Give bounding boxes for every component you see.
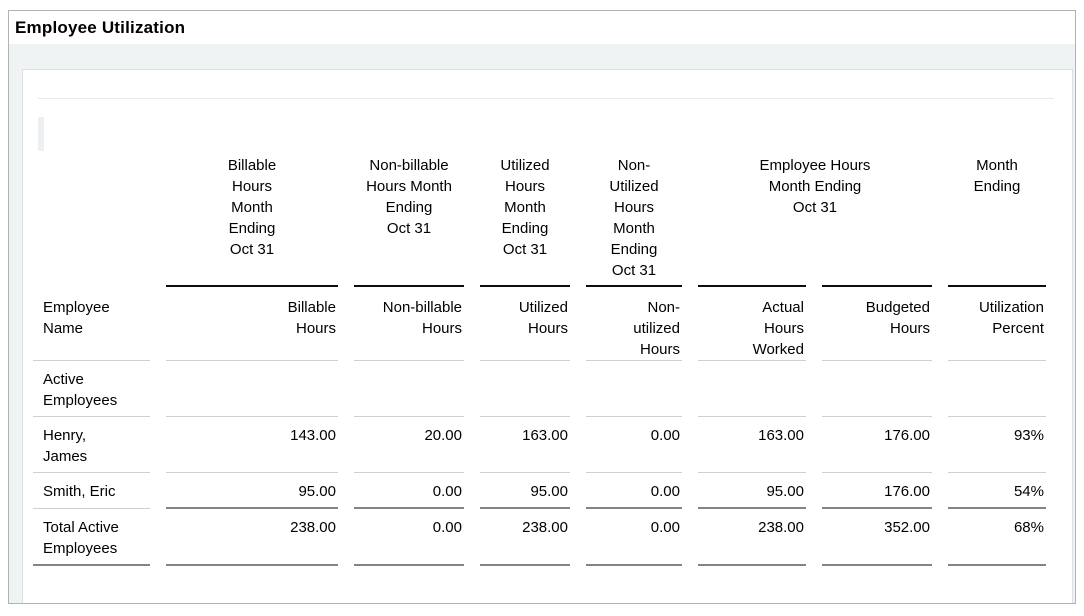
- group-header-billable: Billable Hours Month Ending Oct 31: [227, 157, 277, 258]
- cell-utilized: 95.00: [480, 473, 570, 509]
- cell-employee-name: Smith, Eric: [33, 473, 150, 509]
- cell-actual-hours: 238.00: [698, 509, 806, 566]
- cell-actual-hours: 163.00: [698, 417, 806, 473]
- cell-non-billable: 0.00: [354, 473, 464, 509]
- rule-utilized: [480, 285, 570, 287]
- cell-billable: [166, 361, 338, 417]
- rule-billable: [166, 285, 338, 287]
- cell-non-billable: [354, 361, 464, 417]
- cell-utilization-percent: 93%: [948, 417, 1046, 473]
- column-header-utilized-hours: Utilized Hours: [480, 287, 570, 361]
- rule-non-billable: [354, 285, 464, 287]
- cell-actual-hours: 95.00: [698, 473, 806, 509]
- row-total-active-employees: Total Active Employees 238.00 0.00 238.0…: [33, 509, 1046, 566]
- column-header-non-utilized-hours: Non- utilized Hours: [586, 287, 682, 361]
- title-bar: Employee Utilization: [9, 11, 1075, 44]
- report-panel: Billable Hours Month Ending Oct 31 Non-b…: [22, 69, 1073, 603]
- rule-actual-hours: [698, 285, 806, 287]
- cell-budgeted-hours: 176.00: [822, 417, 932, 473]
- cell-actual-hours: [698, 361, 806, 417]
- group-header-non-utilized: Non- Utilized Hours Month Ending Oct 31: [609, 157, 659, 279]
- cell-utilization-percent: 54%: [948, 473, 1046, 509]
- cell-utilized: [480, 361, 570, 417]
- group-header-row: Billable Hours Month Ending Oct 31 Non-b…: [33, 155, 1046, 285]
- row-smith-eric: Smith, Eric 95.00 0.00 95.00 0.00 95.00 …: [33, 473, 1046, 509]
- cell-non-billable: 20.00: [354, 417, 464, 473]
- cell-budgeted-hours: 352.00: [822, 509, 932, 566]
- cell-group-label: Active Employees: [33, 361, 150, 417]
- group-header-rule-row: [33, 285, 1046, 287]
- content-area: Billable Hours Month Ending Oct 31 Non-b…: [9, 44, 1075, 603]
- pane-collapse-handle[interactable]: [38, 117, 44, 151]
- group-header-non-billable: Non-billable Hours Month Ending Oct 31: [366, 157, 452, 237]
- column-header-budgeted-hours: Budgeted Hours: [822, 287, 932, 361]
- rule-budgeted-hours: [822, 285, 932, 287]
- page-title: Employee Utilization: [15, 18, 186, 37]
- cell-utilization-percent: [948, 361, 1046, 417]
- column-header-non-billable-hours: Non-billable Hours: [354, 287, 464, 361]
- column-header-utilization-percent: Utilization Percent: [948, 287, 1046, 361]
- utilization-table: Billable Hours Month Ending Oct 31 Non-b…: [17, 155, 1062, 566]
- cell-utilization-percent: 68%: [948, 509, 1046, 566]
- rule-utilization: [948, 285, 1046, 287]
- cell-non-utilized: 0.00: [586, 509, 682, 566]
- cell-non-billable: 0.00: [354, 509, 464, 566]
- cell-non-utilized: 0.00: [586, 473, 682, 509]
- cell-billable: 95.00: [166, 473, 338, 509]
- cell-budgeted-hours: 176.00: [822, 473, 932, 509]
- cell-employee-name: Henry, James: [33, 417, 150, 473]
- report-window: Employee Utilization Billabl: [8, 10, 1076, 604]
- cell-utilized: 163.00: [480, 417, 570, 473]
- group-header-utilized: Utilized Hours Month Ending Oct 31: [500, 157, 550, 258]
- column-header-row: Employee Name Billable Hours Non-billabl…: [33, 287, 1046, 361]
- cell-utilized: 238.00: [480, 509, 570, 566]
- cell-billable: 238.00: [166, 509, 338, 566]
- cell-total-label: Total Active Employees: [33, 509, 150, 566]
- column-header-billable-hours: Billable Hours: [166, 287, 338, 361]
- toolbar-divider: [38, 98, 1054, 99]
- cell-non-utilized: [586, 361, 682, 417]
- column-header-employee-name: Employee Name: [33, 287, 150, 361]
- cell-non-utilized: 0.00: [586, 417, 682, 473]
- cell-budgeted-hours: [822, 361, 932, 417]
- row-active-employees: Active Employees: [33, 361, 1046, 417]
- group-header-employee-hours: Employee Hours Month Ending Oct 31: [759, 157, 871, 216]
- rule-non-utilized: [586, 285, 682, 287]
- group-header-month-ending: Month Ending: [973, 157, 1021, 195]
- cell-billable: 143.00: [166, 417, 338, 473]
- row-henry-james: Henry, James 143.00 20.00 163.00 0.00 16…: [33, 417, 1046, 473]
- group-header-empty: [33, 155, 150, 285]
- column-header-actual-hours-worked: Actual Hours Worked: [698, 287, 806, 361]
